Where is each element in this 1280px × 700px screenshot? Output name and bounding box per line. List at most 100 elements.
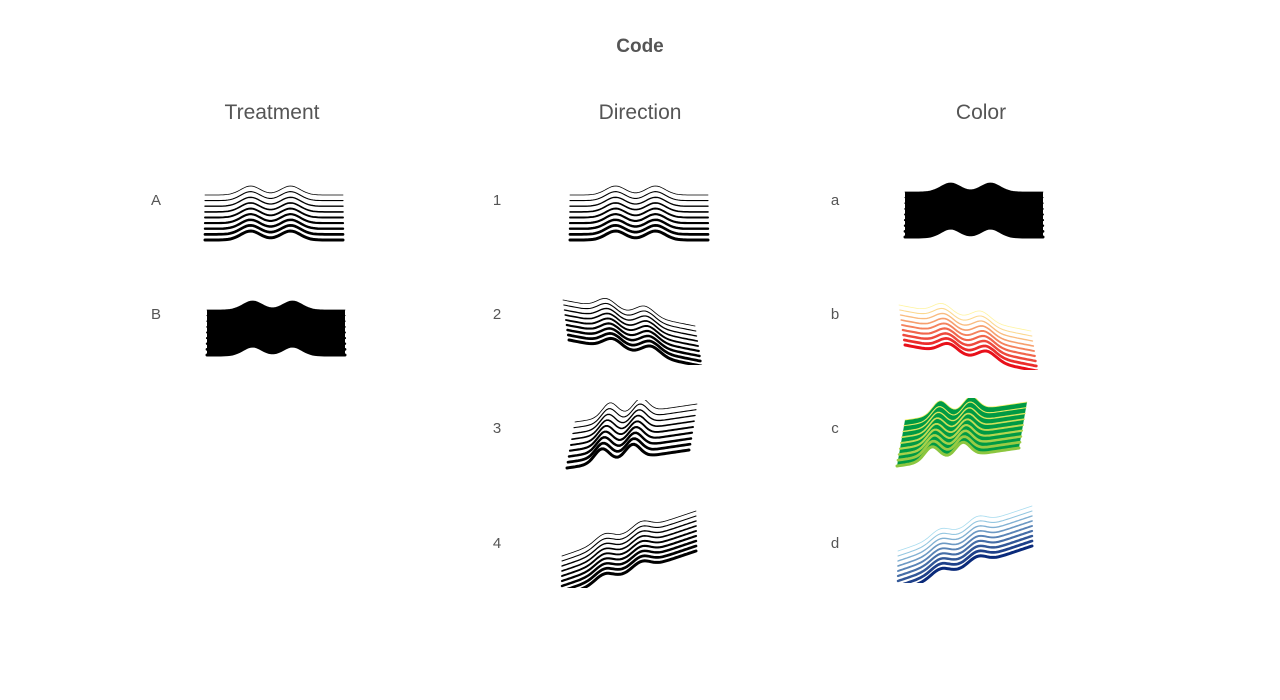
glyph-direction-3 [565,400,698,470]
glyph-line [563,307,698,337]
glyph-line [569,196,709,207]
glyph-line [903,226,1045,239]
glyph-line [899,312,1034,342]
glyph-line [580,549,698,588]
glyph-line [204,207,344,219]
glyph-line [573,403,697,429]
glyph-line [563,302,697,332]
glyph-line [897,510,1033,557]
glyph-line [205,328,347,340]
glyph-line [567,336,703,365]
glyph-line [561,510,697,557]
glyph-direction-1 [568,185,710,242]
glyph-line [570,420,694,446]
glyph-line [897,515,1033,562]
row-label-4: 4 [492,535,502,552]
glyph-line [203,218,345,230]
glyph-line [204,185,344,196]
glyph-line [203,213,345,225]
glyph-line [566,437,692,464]
glyph-line [566,332,702,363]
glyph-line [903,401,1027,427]
glyph-line [568,213,710,225]
glyph-line [561,515,697,562]
glyph-line [206,300,346,311]
glyph-line [205,333,347,345]
glyph-line [897,525,1033,572]
glyph-line [898,302,1032,332]
glyph-line [904,193,1044,204]
glyph-line [564,312,699,342]
glyph-line [560,539,698,588]
glyph-line [203,229,345,242]
glyph-line [904,199,1044,210]
glyph-line [569,207,709,219]
row-label-A: A [150,192,161,209]
glyph-line [568,224,710,236]
glyph-line [206,317,346,328]
glyph-line [561,525,697,572]
glyph-line [206,322,346,334]
glyph-line [566,327,701,358]
glyph-line [561,520,697,567]
glyph-direction-2 [562,297,703,365]
glyph-line [568,218,710,230]
glyph-line [901,412,1025,439]
glyph-color-c [895,398,1028,468]
glyph-line [205,344,347,357]
glyph-line [916,544,1034,583]
column-header-treatment: Treatment [224,101,320,124]
glyph-line [897,429,1023,456]
glyph-line [896,534,1034,583]
glyph-line [900,418,1024,444]
glyph-color-d [896,505,1034,583]
glyph-line [569,191,709,202]
glyph-line [902,337,1038,368]
glyph-line [897,520,1033,567]
glyph-line [895,440,1021,468]
glyph-line [565,317,699,347]
glyph-line [203,224,345,236]
glyph-line [902,539,1034,583]
glyph-line [901,327,1036,358]
row-label-c: c [831,420,839,437]
glyph-line [562,297,696,327]
glyph-line [565,442,691,470]
glyph-line [904,398,1028,421]
row-label-a: a [830,192,840,209]
glyph-color-a [903,182,1045,239]
glyph-line [904,182,1044,193]
glyph-line [206,311,346,322]
glyph-line [900,317,1035,347]
glyph-line [897,505,1033,552]
glyph-line [903,341,1039,370]
page-title: Code [616,36,664,57]
glyph-line [204,202,344,213]
glyph-line [904,204,1044,216]
glyph-line [574,400,698,423]
glyph-line [206,306,346,317]
glyph-line [560,534,698,583]
row-label-d: d [830,535,840,552]
row-label-B: B [150,306,161,323]
column-header-color: Color [955,101,1007,124]
glyph-line [569,185,709,196]
glyph-direction-4 [560,510,698,588]
glyph-line [901,322,1035,352]
row-label-3: 3 [492,420,502,437]
glyph-line [903,215,1045,227]
glyph-treatment-A [203,185,345,242]
glyph-line [902,407,1026,433]
glyph-line [896,435,1022,462]
glyph-line [568,426,694,452]
glyph-line [567,431,693,458]
glyph-line [565,322,700,353]
glyph-line [569,202,709,213]
glyph-line [204,196,344,207]
glyph-line [896,529,1034,578]
row-label-1: 1 [492,192,502,209]
glyph-line [561,530,697,577]
glyph-line [205,339,347,351]
glyph-line [204,191,344,202]
row-label-b: b [830,306,840,323]
